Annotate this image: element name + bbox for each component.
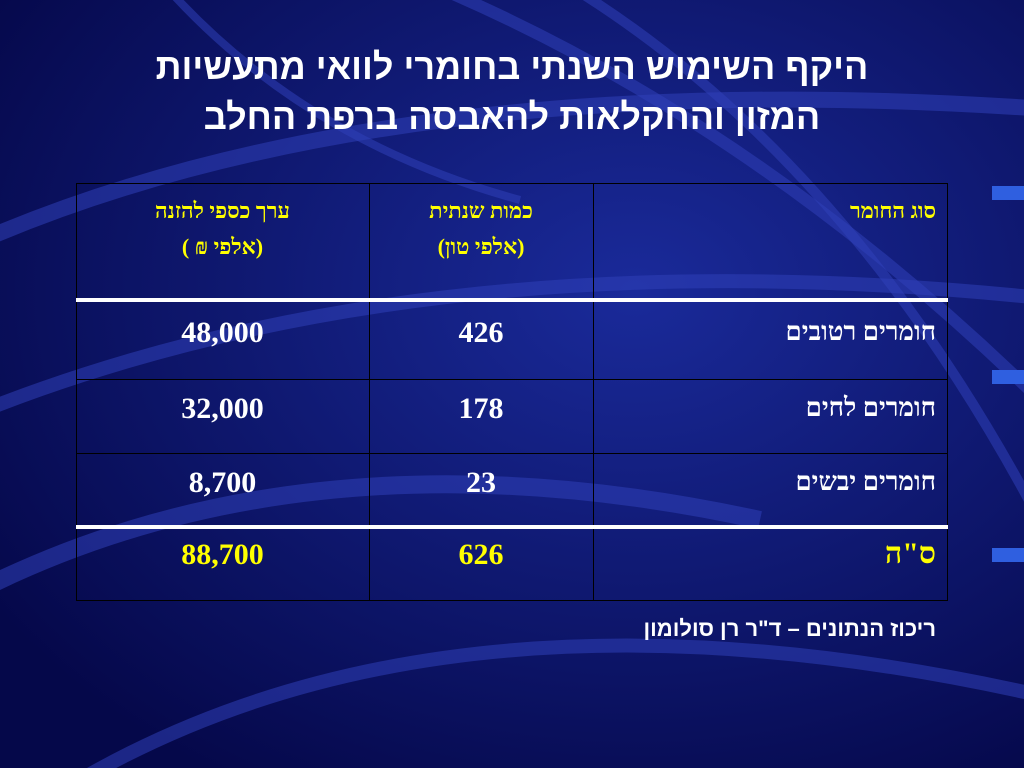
slide-title: היקף השימוש השנתי בחומרי לוואי מתעשיות ה… xyxy=(60,42,964,142)
header-value-line-1: ערך כספי להזנה xyxy=(155,198,290,223)
table-border-bottom xyxy=(76,600,948,601)
row-divider-2 xyxy=(76,453,948,454)
table-border-top xyxy=(76,183,948,184)
header-quantity: כמות שנתית (אלפי טון) xyxy=(369,193,593,265)
total-quantity: 626 xyxy=(458,538,504,571)
data-table: סוג החומר כמות שנתית (אלפי טון) ערך כספי… xyxy=(76,183,948,601)
row-divider-1 xyxy=(76,379,948,380)
header-material: סוג החומר xyxy=(849,198,936,223)
header-value-line-2: (אלפי ₪ ) xyxy=(181,234,264,259)
total-value: 88,700 xyxy=(181,538,264,571)
header-quantity-line-1: כמות שנתית xyxy=(429,198,533,223)
total-label: ס"ה xyxy=(885,537,936,570)
row-3-value: 8,700 xyxy=(188,466,257,499)
table-border-right xyxy=(947,183,948,601)
total-separator xyxy=(76,525,948,529)
column-divider-1 xyxy=(369,183,370,601)
header-value: ערך כספי להזנה (אלפי ₪ ) xyxy=(76,193,369,265)
row-3-material: חומרים יבשים xyxy=(795,467,936,496)
header-quantity-line-2: (אלפי טון) xyxy=(437,234,525,259)
row-1-value: 48,000 xyxy=(181,316,264,349)
slide-title-line-1: היקף השימוש השנתי בחומרי לוואי מתעשיות xyxy=(155,46,869,87)
row-1-quantity: 426 xyxy=(458,316,504,349)
row-2-value: 32,000 xyxy=(181,392,264,425)
row-1-material: חומרים רטובים xyxy=(785,317,936,346)
row-2-quantity: 178 xyxy=(458,392,504,425)
source-footnote: ריכוז הנתונים – ד"ר רן סולומון xyxy=(643,616,936,641)
column-divider-2 xyxy=(593,183,594,601)
table-border-left xyxy=(76,183,77,601)
row-3-quantity: 23 xyxy=(466,466,496,499)
row-2-material: חומרים לחים xyxy=(805,393,936,422)
header-separator xyxy=(76,298,948,302)
slide-title-line-2: המזון והחקלאות להאבסה ברפת החלב xyxy=(203,96,821,137)
